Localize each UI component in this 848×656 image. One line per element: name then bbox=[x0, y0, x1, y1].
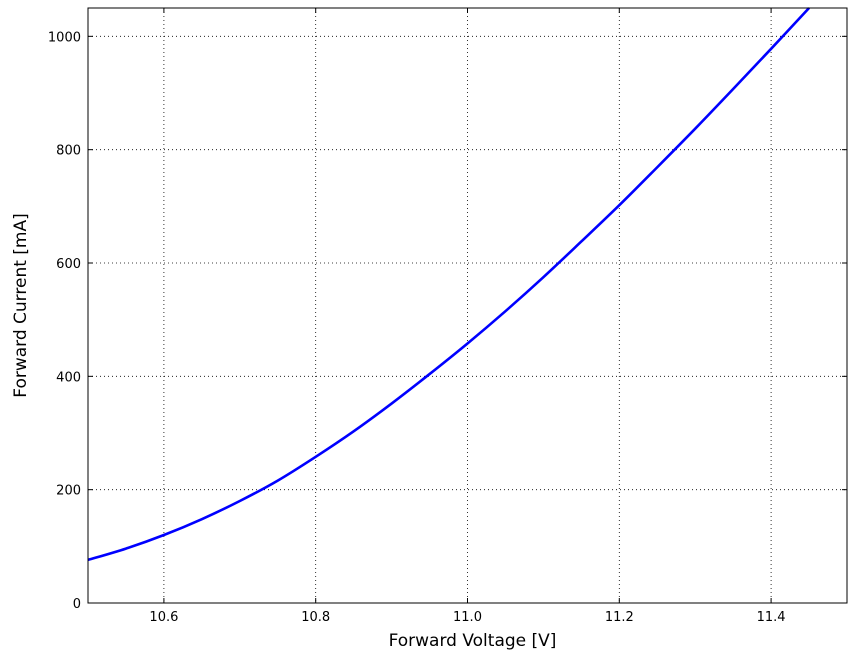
y-axis-label: Forward Current [mA] bbox=[11, 213, 31, 397]
x-tick-label: 11.2 bbox=[605, 610, 634, 625]
y-tick-label: 400 bbox=[56, 370, 81, 385]
x-tick-label: 10.8 bbox=[301, 610, 330, 625]
x-tick-label: 10.6 bbox=[149, 610, 178, 625]
y-tick-label: 600 bbox=[56, 257, 81, 272]
y-tick-label: 200 bbox=[56, 484, 81, 499]
y-tick-label: 1000 bbox=[48, 30, 81, 45]
plot-frame bbox=[87, 7, 848, 604]
x-axis-label: Forward Voltage [V] bbox=[389, 631, 557, 651]
grid bbox=[88, 8, 847, 603]
series-line bbox=[87, 7, 811, 562]
ticks: 10.6 10.8 11.0 11.2 11.4 0 200 400 600 800 1000 bbox=[48, 8, 847, 625]
y-tick-label: 800 bbox=[56, 144, 81, 159]
series-layer bbox=[87, 7, 811, 562]
y-tick-label: 0 bbox=[73, 597, 81, 612]
x-tick-label: 11.0 bbox=[453, 610, 482, 625]
x-tick-label: 11.4 bbox=[757, 610, 786, 625]
